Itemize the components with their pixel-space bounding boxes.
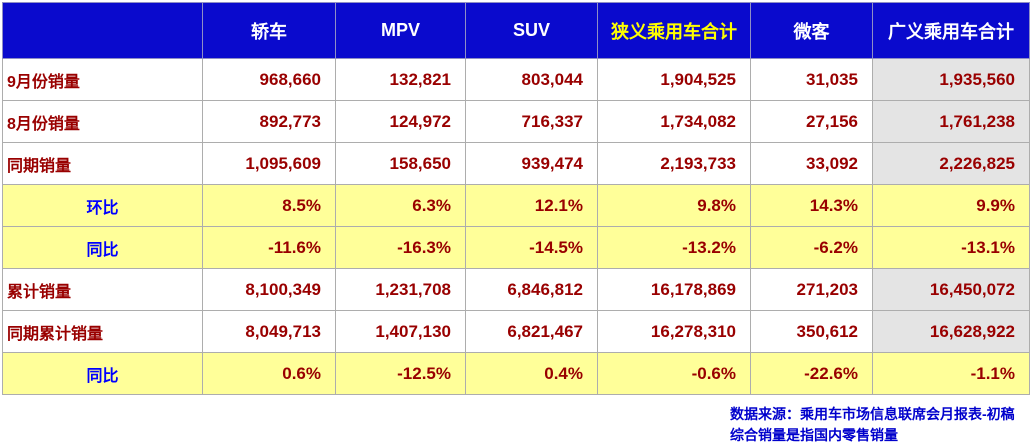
cell-value: 14.3% [750,184,873,227]
cell-value: 803,044 [465,58,598,101]
cell-value: 16,278,310 [597,310,751,353]
row-label: 9月份销量 [2,58,203,101]
cell-value: 16,628,922 [872,310,1030,353]
cell-value: 27,156 [750,100,873,143]
cell-value: 716,337 [465,100,598,143]
cell-value: 1,935,560 [872,58,1030,101]
sales-definition-note: 综合销量是指国内零售销量 [730,427,898,443]
cell-value: 8,100,349 [202,268,336,311]
cell-value: 2,226,825 [872,142,1030,185]
row-label: 累计销量 [2,268,203,311]
column-header-0: 轿车 [202,2,336,59]
cell-value: 1,095,609 [202,142,336,185]
cell-value: -14.5% [465,226,598,269]
table-row: 8月份销量 892,773 124,972 716,337 1,734,082 27,15… [2,100,1030,143]
table-row: 环比 8.5% 6.3% 12.1% 9.8% 14.3% 9.9% [2,184,1030,227]
cell-value: 0.6% [202,352,336,395]
table-row: 同期销量 1,095,609 158,650 939,474 2,193,733 33,0… [2,142,1030,185]
cell-value: 132,821 [335,58,466,101]
cell-value: 16,178,869 [597,268,751,311]
cell-value: 1,761,238 [872,100,1030,143]
cell-value: 1,231,708 [335,268,466,311]
header-row: 轿车 MPV SUV 狭义乘用车合计 微客 广义乘用车合计 [2,2,1030,59]
column-header-2: SUV [465,2,598,59]
cell-value: 124,972 [335,100,466,143]
row-label: 同比 [2,226,203,269]
cell-value: -22.6% [750,352,873,395]
cell-value: -11.6% [202,226,336,269]
sales-table: 轿车 MPV SUV 狭义乘用车合计 微客 广义乘用车合计 9月份销量 968,660 132… [2,2,1030,395]
row-label: 环比 [2,184,203,227]
cell-value: -6.2% [750,226,873,269]
cell-value: -1.1% [872,352,1030,395]
cell-value: 8.5% [202,184,336,227]
cell-value: 16,450,072 [872,268,1030,311]
row-label: 同比 [2,352,203,395]
cell-value: 31,035 [750,58,873,101]
cell-value: -16.3% [335,226,466,269]
cell-value: 6,821,467 [465,310,598,353]
column-header-4: 微客 [750,2,873,59]
table-row: 同比 0.6% -12.5% 0.4% -0.6% -22.6% -1.1% [2,352,1030,395]
column-header-5: 广义乘用车合计 [872,2,1030,59]
cell-value: 33,092 [750,142,873,185]
cell-value: 158,650 [335,142,466,185]
cell-value: -12.5% [335,352,466,395]
row-label: 同期销量 [2,142,203,185]
cell-value: 1,904,525 [597,58,751,101]
cell-value: 8,049,713 [202,310,336,353]
table-row: 同期累计销量 8,049,713 1,407,130 6,821,467 16,278,… [2,310,1030,353]
row-label: 8月份销量 [2,100,203,143]
column-header-3: 狭义乘用车合计 [597,2,751,59]
corner-cell [2,2,203,59]
cell-value: 12.1% [465,184,598,227]
cell-value: 0.4% [465,352,598,395]
row-label: 同期累计销量 [2,310,203,353]
table-row: 同比 -11.6% -16.3% -14.5% -13.2% -6.2% -13.1% [2,226,1030,269]
table-row: 9月份销量 968,660 132,821 803,044 1,904,525 31,03… [2,58,1030,101]
cell-value: -0.6% [597,352,751,395]
table-header: 轿车 MPV SUV 狭义乘用车合计 微客 广义乘用车合计 [2,2,1030,59]
cell-value: 6.3% [335,184,466,227]
cell-value: 350,612 [750,310,873,353]
cell-value: 1,734,082 [597,100,751,143]
cell-value: -13.2% [597,226,751,269]
cell-value: 892,773 [202,100,336,143]
table-row: 累计销量 8,100,349 1,231,708 6,846,812 16,178,86… [2,268,1030,311]
cell-value: 1,407,130 [335,310,466,353]
data-source-note: 数据来源：乘用车市场信息联席会月报表-初稿 [730,406,1015,422]
column-header-1: MPV [335,2,466,59]
cell-value: 9.8% [597,184,751,227]
cell-value: 271,203 [750,268,873,311]
cell-value: 939,474 [465,142,598,185]
footer-note: 数据来源：乘用车市场信息联席会月报表-初稿 综合销量是指国内零售销量 [730,404,1035,444]
table-body: 9月份销量 968,660 132,821 803,044 1,904,525 31,03… [2,58,1030,395]
cell-value: 968,660 [202,58,336,101]
cell-value: 9.9% [872,184,1030,227]
cell-value: 6,846,812 [465,268,598,311]
cell-value: -13.1% [872,226,1030,269]
cell-value: 2,193,733 [597,142,751,185]
